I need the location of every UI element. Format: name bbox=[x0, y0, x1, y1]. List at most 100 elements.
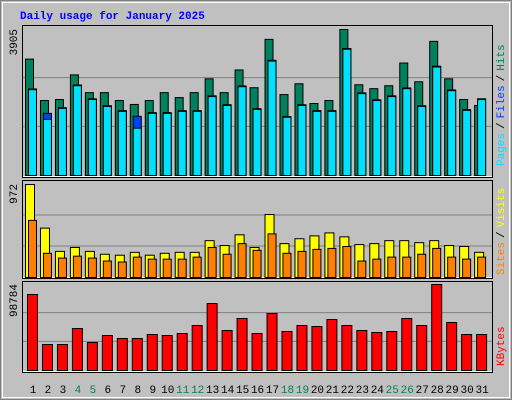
bar bbox=[191, 325, 203, 372]
x-tick-label: 7 bbox=[120, 385, 127, 397]
bar bbox=[282, 252, 292, 279]
bar bbox=[87, 257, 97, 278]
chart-title: Daily usage for January 2025 bbox=[20, 11, 205, 23]
x-tick-label: 19 bbox=[296, 385, 309, 397]
bar bbox=[177, 258, 187, 279]
bar bbox=[371, 332, 383, 371]
x-tick-label: 5 bbox=[90, 385, 97, 397]
bar bbox=[71, 328, 83, 371]
bar bbox=[192, 110, 202, 176]
x-tick-label: 12 bbox=[191, 385, 204, 397]
bar bbox=[312, 248, 322, 279]
bar bbox=[372, 100, 382, 176]
legend-separator: / bbox=[496, 231, 508, 238]
bar bbox=[432, 66, 442, 176]
bar bbox=[387, 96, 397, 176]
x-tick-label: 26 bbox=[401, 385, 414, 397]
bar bbox=[432, 247, 442, 278]
bar bbox=[162, 112, 172, 177]
bar bbox=[222, 104, 232, 176]
bar bbox=[207, 246, 217, 278]
bar bbox=[27, 293, 38, 371]
x-tick-label: 20 bbox=[311, 385, 324, 397]
bar bbox=[41, 343, 53, 371]
bar bbox=[206, 302, 218, 371]
bar bbox=[342, 48, 352, 176]
bar bbox=[356, 330, 368, 371]
x-tick-label: 21 bbox=[326, 385, 340, 397]
legend-entry: Files bbox=[496, 85, 508, 118]
bar bbox=[342, 246, 352, 278]
bar bbox=[297, 104, 307, 176]
x-tick-label: 15 bbox=[236, 385, 249, 397]
x-tick-label: 22 bbox=[341, 385, 354, 397]
bar bbox=[297, 250, 307, 278]
bar bbox=[477, 99, 487, 176]
x-tick-label: 16 bbox=[251, 385, 264, 397]
x-tick-label: 25 bbox=[386, 385, 399, 397]
x-tick-label: 1 bbox=[30, 385, 37, 397]
bar bbox=[116, 337, 128, 371]
legend: KBytes bbox=[496, 326, 508, 366]
bar bbox=[417, 253, 427, 278]
x-tick-label: 24 bbox=[371, 385, 385, 397]
x-tick-label: 31 bbox=[475, 385, 489, 397]
bar bbox=[311, 326, 323, 372]
legend-entry: KBytes bbox=[496, 326, 508, 366]
bar bbox=[102, 105, 112, 176]
bar bbox=[56, 343, 68, 371]
bar bbox=[386, 331, 398, 371]
x-tick-label: 10 bbox=[161, 385, 174, 397]
x-tick-label: 17 bbox=[266, 385, 279, 397]
legend: Sites / Visits bbox=[496, 188, 508, 275]
bar bbox=[117, 261, 127, 278]
bar bbox=[237, 243, 247, 278]
bar bbox=[476, 334, 488, 372]
legend-entry: Hits bbox=[496, 44, 508, 70]
y-tick-label: 98784 bbox=[9, 284, 21, 317]
bar bbox=[131, 337, 143, 371]
bar bbox=[446, 322, 458, 371]
bar bbox=[42, 252, 52, 279]
bar bbox=[102, 260, 112, 279]
x-tick-label: 27 bbox=[416, 385, 429, 397]
bar bbox=[341, 325, 353, 372]
bar bbox=[387, 256, 397, 278]
bar bbox=[296, 325, 308, 372]
x-tick-label: 18 bbox=[281, 385, 294, 397]
bar bbox=[251, 333, 263, 372]
bar bbox=[266, 313, 278, 371]
legend-separator: / bbox=[496, 75, 508, 82]
bar bbox=[267, 233, 277, 279]
bar bbox=[176, 333, 188, 372]
bar bbox=[86, 342, 98, 372]
bar bbox=[72, 255, 82, 278]
bar bbox=[161, 334, 173, 371]
bar bbox=[72, 85, 82, 176]
bar bbox=[192, 256, 202, 278]
bar bbox=[372, 258, 382, 279]
bar bbox=[28, 89, 37, 176]
x-tick-label: 13 bbox=[206, 385, 219, 397]
bar bbox=[282, 116, 292, 176]
bar bbox=[447, 90, 457, 176]
x-tick-label: 23 bbox=[356, 385, 369, 397]
x-tick-label: 6 bbox=[105, 385, 112, 397]
bar bbox=[461, 334, 473, 372]
x-tick-label: 3 bbox=[60, 385, 67, 397]
bar bbox=[207, 96, 217, 176]
legend-entry: Sites bbox=[496, 242, 508, 275]
bar bbox=[401, 317, 413, 371]
x-tick-label: 8 bbox=[134, 385, 141, 397]
bar bbox=[416, 325, 428, 372]
bar bbox=[221, 330, 233, 371]
bar bbox=[87, 99, 97, 176]
x-tick-label: 4 bbox=[75, 385, 82, 397]
bar bbox=[237, 86, 247, 176]
bar bbox=[117, 110, 127, 176]
bar bbox=[146, 334, 158, 372]
x-tick-label: 2 bbox=[45, 385, 52, 397]
bar bbox=[236, 317, 248, 371]
